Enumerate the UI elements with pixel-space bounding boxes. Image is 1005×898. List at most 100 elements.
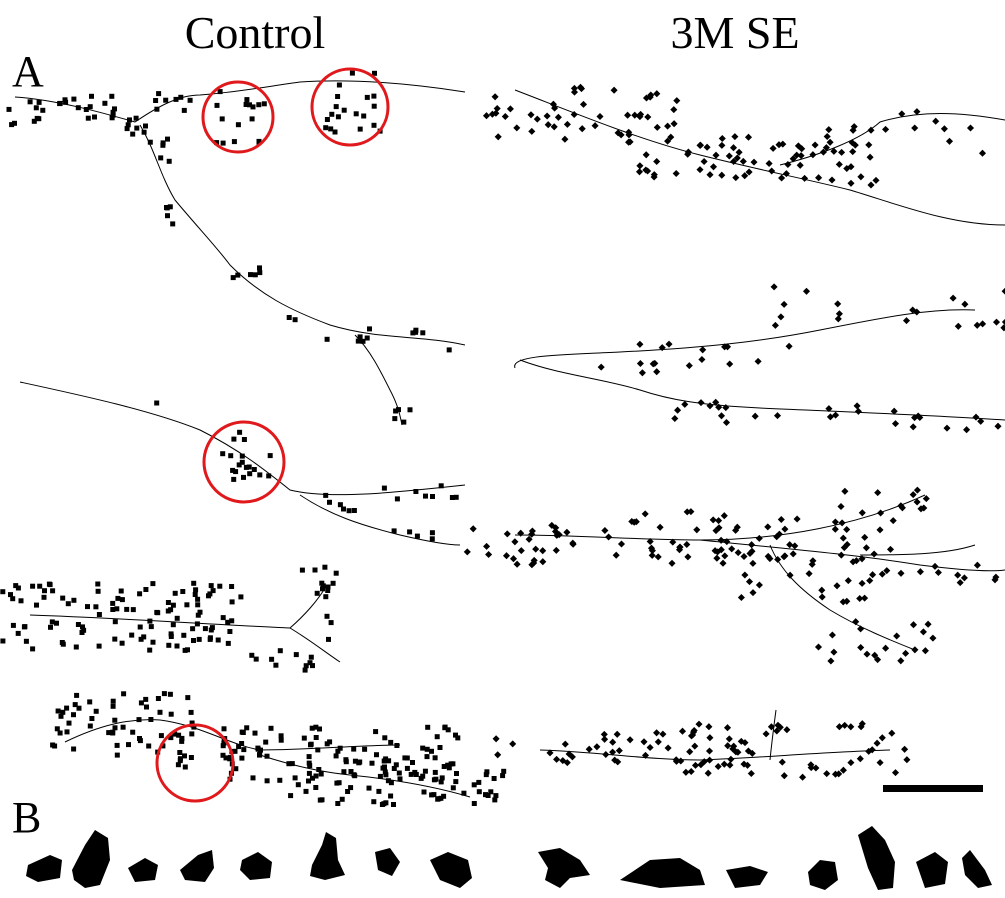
spine <box>121 725 126 730</box>
spine <box>410 760 415 765</box>
spine <box>307 763 312 768</box>
spine <box>95 582 100 587</box>
spine <box>307 771 312 776</box>
spine <box>180 589 185 594</box>
spine <box>413 328 418 333</box>
spine <box>451 785 456 790</box>
spine <box>92 115 97 120</box>
spine <box>34 603 39 608</box>
spine <box>484 772 489 777</box>
spine <box>304 663 309 668</box>
spine <box>28 99 33 104</box>
spine <box>71 97 76 102</box>
spine <box>195 602 200 607</box>
spine <box>268 453 273 458</box>
spine <box>262 101 267 106</box>
spine <box>232 139 237 144</box>
spine <box>423 494 428 499</box>
spine <box>337 780 342 785</box>
spine <box>247 471 252 476</box>
spine <box>392 528 397 533</box>
spine <box>501 769 506 774</box>
spine <box>139 700 144 705</box>
spine <box>119 589 124 594</box>
spine <box>257 752 262 757</box>
spine <box>16 631 21 636</box>
spine <box>244 725 249 730</box>
spine <box>358 127 363 132</box>
spine <box>96 589 101 594</box>
spine <box>58 731 63 736</box>
spine <box>36 116 41 121</box>
spine <box>120 597 125 602</box>
spine <box>191 638 196 643</box>
spine <box>158 155 163 160</box>
spine <box>222 726 227 731</box>
spine <box>342 108 347 113</box>
spine <box>164 205 169 210</box>
spine <box>367 326 372 331</box>
spine <box>74 645 79 650</box>
spine <box>193 592 198 597</box>
spine <box>85 604 90 609</box>
spine <box>86 116 91 121</box>
spine <box>74 693 79 698</box>
spine <box>310 776 315 781</box>
spine <box>131 607 136 612</box>
spine <box>154 107 159 112</box>
spine <box>189 710 194 715</box>
spine <box>110 601 115 606</box>
spine <box>144 705 149 710</box>
spine <box>10 596 15 601</box>
spine <box>153 98 158 103</box>
spine <box>168 692 173 697</box>
spine <box>435 734 440 739</box>
spine <box>175 616 180 621</box>
spine <box>47 582 52 587</box>
spine <box>24 639 29 644</box>
column-title: Control <box>185 7 326 58</box>
spine <box>221 141 226 146</box>
spine <box>89 94 94 99</box>
spine <box>209 583 214 588</box>
spine <box>319 772 324 777</box>
spine <box>150 581 155 586</box>
spine <box>316 767 321 772</box>
spine <box>362 747 367 752</box>
spine <box>134 126 139 131</box>
spine <box>233 469 238 474</box>
spine <box>308 742 313 747</box>
spine <box>170 221 175 226</box>
spine <box>314 735 319 740</box>
spine <box>148 717 153 722</box>
spine <box>138 625 143 630</box>
spine <box>433 770 438 775</box>
spine <box>373 729 378 734</box>
spine <box>139 637 144 642</box>
spine <box>343 757 348 762</box>
spine <box>288 793 293 798</box>
spine <box>106 730 111 735</box>
background <box>0 0 1005 898</box>
spine <box>296 782 301 787</box>
spine <box>239 756 244 761</box>
spine <box>253 731 258 736</box>
spine <box>492 797 497 802</box>
spine <box>7 107 12 112</box>
spine <box>394 762 399 767</box>
spine <box>492 776 497 781</box>
spine <box>190 626 195 631</box>
spine <box>334 571 339 576</box>
spine <box>350 71 355 76</box>
spine <box>97 612 102 617</box>
spine <box>156 696 161 701</box>
spine <box>188 98 193 103</box>
spine <box>323 493 328 498</box>
spine <box>242 437 247 442</box>
spine <box>500 773 505 778</box>
spine <box>0 639 5 644</box>
spine <box>102 101 107 106</box>
spine <box>112 637 117 642</box>
spine <box>327 500 332 505</box>
spine <box>71 747 76 752</box>
